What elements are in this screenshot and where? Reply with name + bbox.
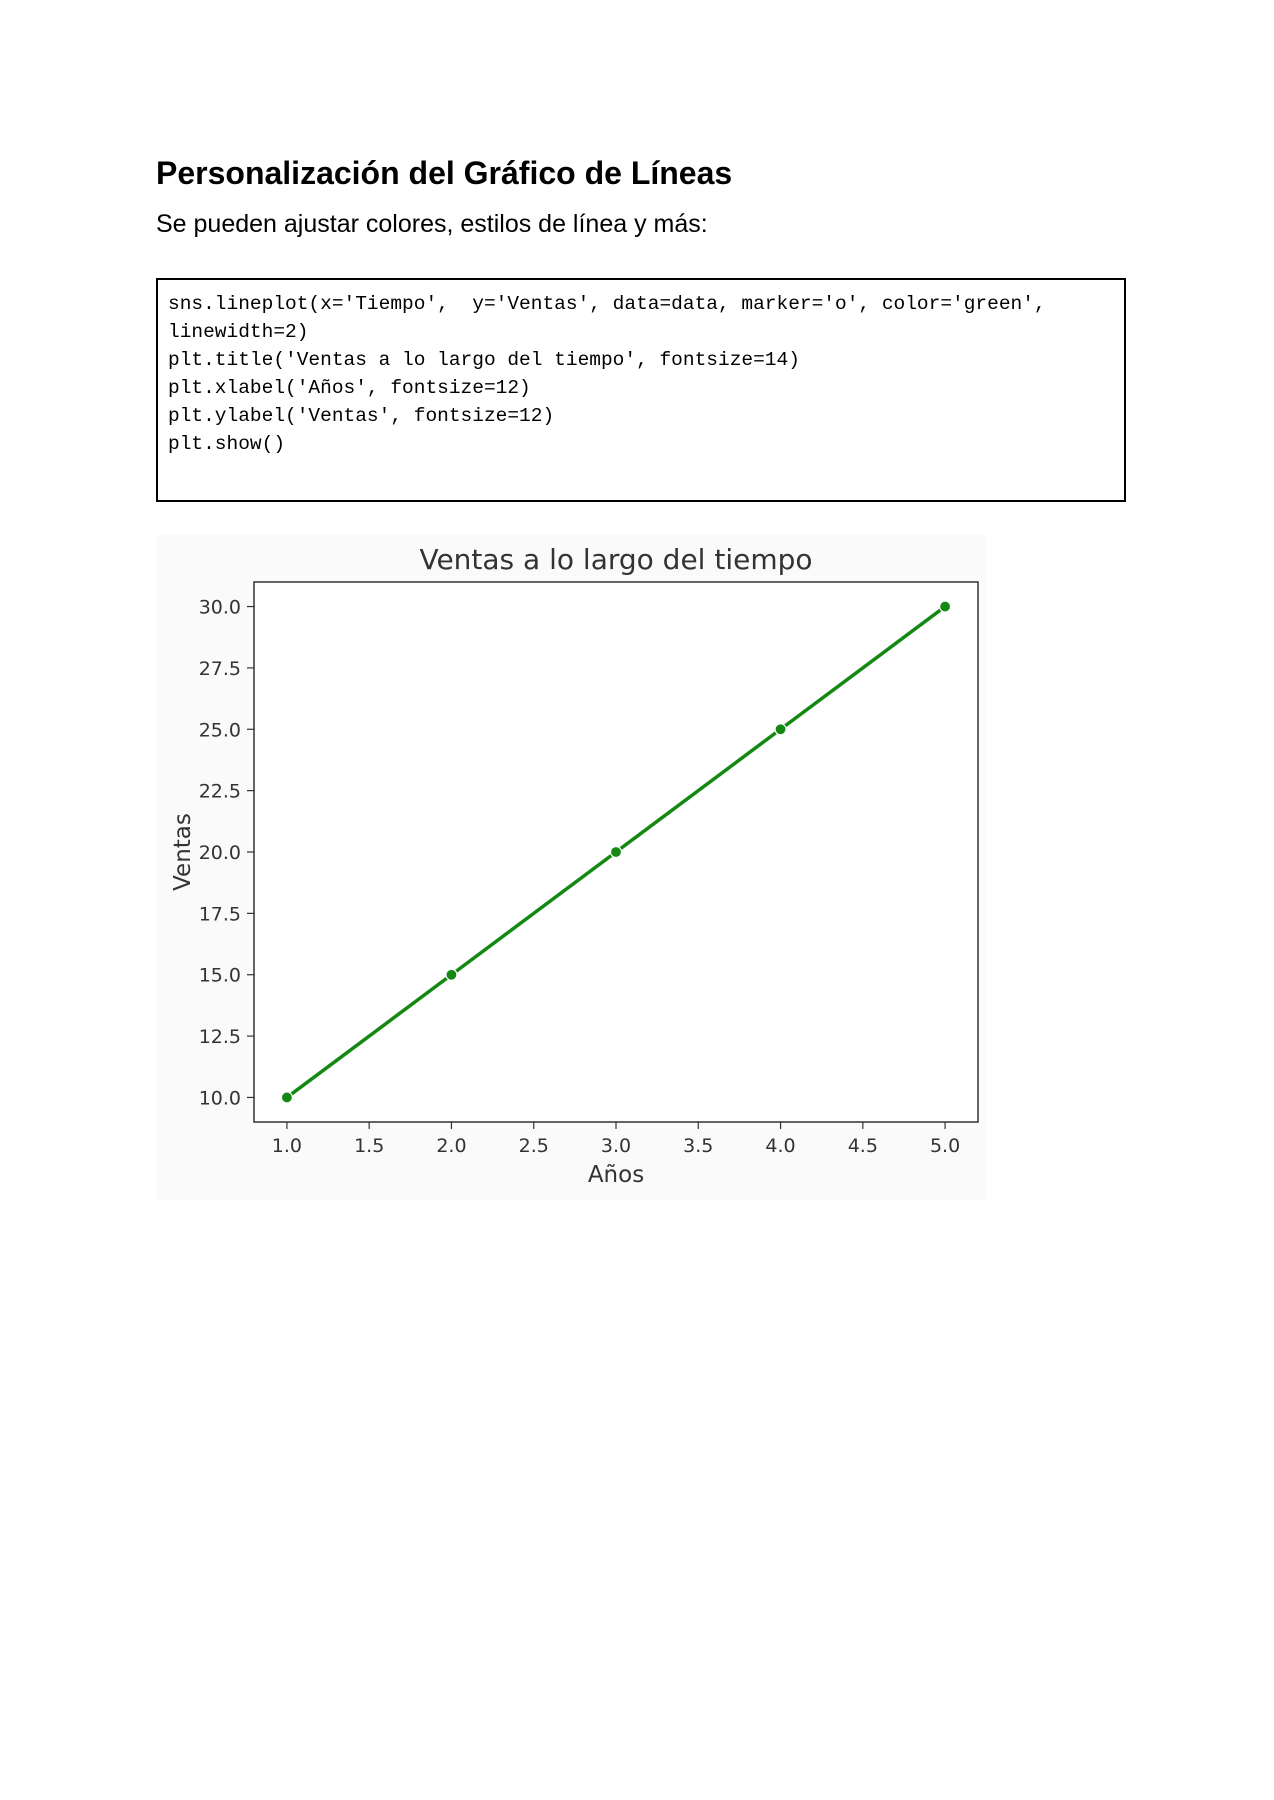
code-line: plt.title('Ventas a lo largo del tiempo'… — [168, 349, 800, 371]
y-tick-label: 22.5 — [199, 781, 241, 803]
code-line: linewidth=2) — [168, 321, 309, 343]
section-heading: Personalización del Gráfico de Líneas — [156, 155, 733, 191]
y-tick-label: 20.0 — [199, 842, 241, 864]
y-tick-label: 15.0 — [199, 965, 241, 987]
y-axis-label: Ventas — [170, 813, 196, 891]
x-tick-label: 4.5 — [848, 1135, 878, 1157]
line-chart: Ventas a lo largo del tiempo Años Ventas… — [170, 543, 979, 1188]
x-tick-label: 1.5 — [354, 1135, 384, 1157]
line-chart-figure: Ventas a lo largo del tiempo Años Ventas… — [156, 535, 986, 1200]
data-point — [609, 845, 623, 859]
code-block: sns.lineplot(x='Tiempo', y='Ventas', dat… — [156, 278, 1126, 502]
code-line: sns.lineplot(x='Tiempo', y='Ventas', dat… — [168, 293, 1046, 315]
x-tick-label: 2.0 — [436, 1135, 466, 1157]
x-tick-label: 5.0 — [930, 1135, 960, 1157]
y-tick-label: 10.0 — [199, 1087, 241, 1109]
y-tick-label: 17.5 — [199, 903, 241, 925]
x-tick-label: 4.0 — [765, 1135, 795, 1157]
code-line: plt.show() — [168, 433, 286, 455]
data-point — [280, 1091, 294, 1104]
y-tick-label: 27.5 — [199, 658, 241, 680]
x-tick-label: 3.0 — [601, 1135, 631, 1157]
code-line: plt.xlabel('Años', fontsize=12) — [168, 377, 531, 399]
section-intro: Se pueden ajustar colores, estilos de lí… — [156, 210, 708, 238]
y-tick-label: 30.0 — [199, 597, 241, 619]
x-axis-label: Años — [588, 1162, 644, 1188]
chart-title: Ventas a lo largo del tiempo — [419, 543, 812, 576]
x-tick-label: 1.0 — [272, 1135, 302, 1157]
data-series — [280, 600, 952, 1104]
x-tick-label: 3.5 — [683, 1135, 713, 1157]
data-point — [445, 968, 458, 981]
y-tick-label: 12.5 — [199, 1026, 241, 1048]
y-tick-label: 25.0 — [199, 719, 241, 741]
data-point — [938, 600, 952, 613]
axis-ticks: 1.0 1.5 2.0 2.5 3.0 3.5 4.0 4.5 5.0 10.0 12.5 15.0 1… — [199, 597, 961, 1157]
x-tick-label: 2.5 — [519, 1135, 549, 1157]
data-point — [774, 723, 787, 736]
code-line: plt.ylabel('Ventas', fontsize=12) — [168, 405, 555, 427]
